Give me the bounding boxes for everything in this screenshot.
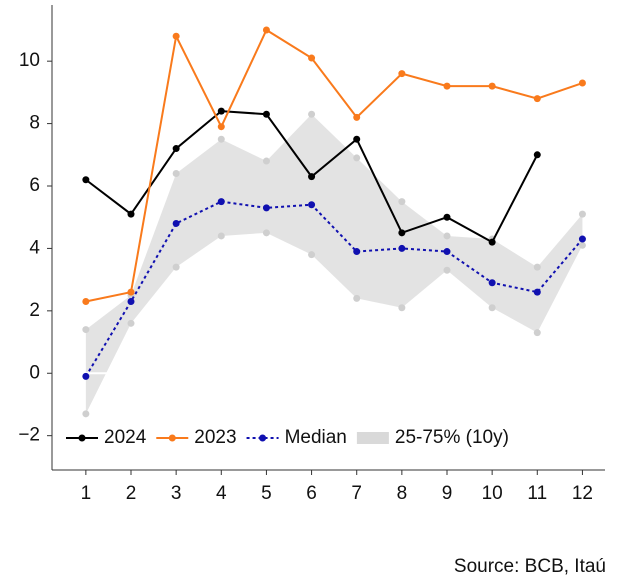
x-tick-label: 10 xyxy=(482,483,503,504)
band-point xyxy=(443,266,451,274)
series-point xyxy=(533,288,541,296)
x-tick-label: 6 xyxy=(306,483,317,504)
series-point xyxy=(398,229,406,237)
series-point xyxy=(308,173,316,181)
x-tick-label: 9 xyxy=(442,483,453,504)
legend-marker xyxy=(259,434,267,442)
series-point xyxy=(353,248,361,256)
series-point xyxy=(82,297,90,305)
legend-label: 25-75% (10y) xyxy=(395,427,509,448)
y-tick-label: 0 xyxy=(29,362,40,383)
band-point xyxy=(82,326,90,334)
x-tick-label: 2 xyxy=(126,483,137,504)
series-point xyxy=(172,145,180,153)
series-point xyxy=(217,123,225,131)
x-tick-label: 7 xyxy=(351,483,362,504)
series-point xyxy=(488,238,496,246)
band-point xyxy=(308,110,316,118)
legend-marker xyxy=(168,434,176,442)
band-point xyxy=(82,410,90,418)
y-tick-label: 10 xyxy=(19,50,40,71)
x-tick-label: 11 xyxy=(527,483,547,504)
series-point xyxy=(127,297,135,305)
band-point xyxy=(533,263,541,271)
series-point xyxy=(308,201,316,209)
band-point xyxy=(443,232,451,240)
y-tick-label: 8 xyxy=(29,113,40,134)
legend-label: Median xyxy=(285,427,347,448)
band-point xyxy=(353,294,361,302)
series-point xyxy=(217,198,225,206)
series-line xyxy=(85,200,584,377)
band-point xyxy=(398,304,406,312)
y-tick-label: −2 xyxy=(18,425,40,446)
series-point xyxy=(353,135,361,143)
band-point xyxy=(172,170,180,178)
series-point xyxy=(172,32,180,40)
x-tick-label: 8 xyxy=(397,483,408,504)
series-point xyxy=(578,235,586,243)
y-tick-label: 2 xyxy=(29,300,40,321)
series-point xyxy=(127,288,135,296)
series-point xyxy=(443,248,451,256)
series-point xyxy=(262,204,270,212)
band-point xyxy=(353,154,361,162)
series-point xyxy=(443,213,451,221)
legend-label: 2024 xyxy=(104,427,147,448)
x-tick-label: 1 xyxy=(81,483,92,504)
series-line xyxy=(85,28,583,303)
series-point xyxy=(262,110,270,118)
series-point xyxy=(443,82,451,90)
series-point xyxy=(353,113,361,121)
series-point xyxy=(488,279,496,287)
band-point xyxy=(127,319,135,327)
band-point xyxy=(308,251,316,259)
series-point xyxy=(533,151,541,159)
band-area xyxy=(85,114,583,414)
band-point xyxy=(172,263,180,271)
source-note: Source: BCB, Itaú xyxy=(454,556,606,577)
series-point xyxy=(488,82,496,90)
series-point xyxy=(398,70,406,78)
series-point xyxy=(578,79,586,87)
y-tick-label: 6 xyxy=(29,175,40,196)
series-point xyxy=(398,244,406,252)
y-tick-label: 4 xyxy=(29,237,40,258)
series-point xyxy=(308,54,316,62)
series-point xyxy=(172,219,180,227)
legend-swatch xyxy=(356,432,389,444)
x-tick-label: 12 xyxy=(572,483,593,504)
x-tick-label: 5 xyxy=(261,483,272,504)
band-point xyxy=(488,304,496,312)
band-point xyxy=(217,135,225,143)
legend-marker xyxy=(78,434,86,442)
band-point xyxy=(262,229,270,237)
series-point xyxy=(533,95,541,103)
series-point xyxy=(127,210,135,218)
band-point xyxy=(533,329,541,337)
series-point xyxy=(217,107,225,115)
band-point xyxy=(262,157,270,165)
legend-label: 2023 xyxy=(194,427,236,448)
x-tick-label: 4 xyxy=(216,483,227,504)
series-point xyxy=(82,176,90,184)
band-point xyxy=(217,232,225,240)
x-tick-label: 3 xyxy=(171,483,182,504)
band-point xyxy=(398,198,406,206)
series-point xyxy=(82,372,90,380)
series-point xyxy=(262,26,270,34)
band-point xyxy=(578,210,586,218)
band-point xyxy=(578,241,586,249)
